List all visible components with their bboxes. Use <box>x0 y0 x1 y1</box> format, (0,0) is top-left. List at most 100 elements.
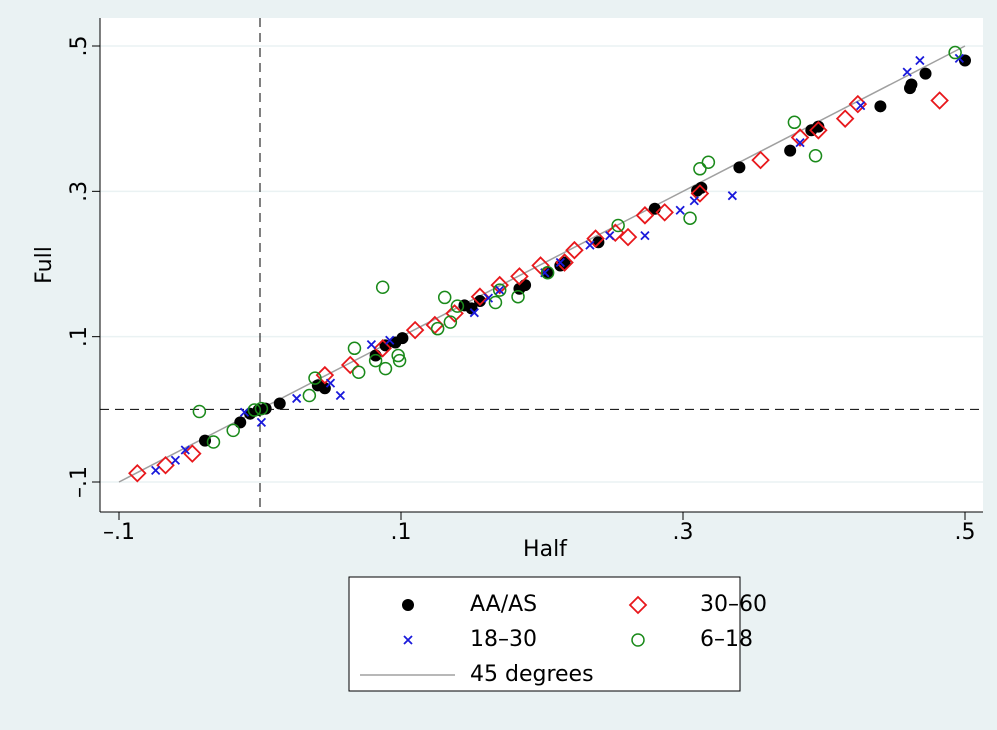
point <box>254 401 269 416</box>
point <box>585 240 595 250</box>
point <box>430 321 445 336</box>
point <box>902 67 912 77</box>
y-tick-label: .1 <box>67 326 92 347</box>
legend-label: 18–30 <box>470 627 537 652</box>
point <box>351 365 366 380</box>
point <box>618 227 638 247</box>
point <box>392 353 407 368</box>
point <box>565 240 584 260</box>
point <box>259 402 272 415</box>
point <box>959 54 971 67</box>
point <box>199 434 212 447</box>
point <box>683 211 697 225</box>
x-tick-label: .5 <box>955 520 976 545</box>
point <box>606 223 625 243</box>
point <box>450 299 465 313</box>
point <box>727 191 737 201</box>
point <box>226 423 240 438</box>
legend-marker <box>631 633 645 647</box>
x-axis-title: Half <box>523 537 568 562</box>
point <box>655 203 674 222</box>
point <box>156 456 175 475</box>
point <box>611 218 625 233</box>
point <box>368 353 383 368</box>
point <box>540 265 555 280</box>
point <box>790 128 810 147</box>
point <box>795 138 805 148</box>
point <box>558 256 571 269</box>
point <box>443 315 458 329</box>
point <box>954 53 964 63</box>
point <box>315 365 335 385</box>
point <box>492 283 507 297</box>
x-tick-label: .1 <box>391 520 412 545</box>
point <box>335 390 346 401</box>
point <box>675 205 685 215</box>
legend-label: 30–60 <box>700 592 767 617</box>
point <box>469 308 479 318</box>
point <box>239 407 250 417</box>
legend-label: AA/AS <box>470 592 537 617</box>
point <box>555 253 574 272</box>
point <box>483 293 494 303</box>
point <box>192 404 207 419</box>
point <box>347 341 362 356</box>
point <box>693 162 707 176</box>
point <box>292 393 302 404</box>
point <box>180 445 190 455</box>
point <box>495 285 505 295</box>
y-axis-title: Full <box>32 246 57 284</box>
point <box>128 464 147 483</box>
point <box>206 435 221 449</box>
point <box>247 403 262 417</box>
point <box>273 397 286 410</box>
point <box>812 120 825 133</box>
point <box>445 304 464 323</box>
point <box>640 231 650 241</box>
point <box>690 184 710 203</box>
point <box>787 115 802 130</box>
point <box>605 231 615 241</box>
legend <box>348 576 741 692</box>
x-tick-label: .3 <box>673 520 694 545</box>
point <box>915 55 925 66</box>
point <box>751 150 770 170</box>
point <box>930 91 949 110</box>
point <box>473 295 486 308</box>
legend-label: 45 degrees <box>470 662 594 687</box>
point <box>856 100 866 111</box>
legend-marker <box>402 599 414 611</box>
point <box>375 280 390 295</box>
point <box>784 144 797 157</box>
point <box>490 275 509 295</box>
point <box>170 455 181 465</box>
point <box>340 355 360 375</box>
point <box>234 416 247 429</box>
point <box>302 388 317 403</box>
point <box>531 256 550 275</box>
point <box>635 206 655 225</box>
point <box>425 315 445 335</box>
point <box>510 267 529 286</box>
point <box>555 257 565 268</box>
point <box>488 295 503 310</box>
point <box>325 378 336 388</box>
point <box>586 229 605 248</box>
point <box>848 94 868 114</box>
point <box>835 109 855 128</box>
point <box>689 196 699 206</box>
point <box>809 121 828 140</box>
point <box>373 339 392 358</box>
point <box>948 45 962 60</box>
point <box>511 289 525 304</box>
point <box>874 100 887 113</box>
y-tick-label: .3 <box>67 181 92 202</box>
point <box>808 148 823 163</box>
point <box>256 417 267 428</box>
point <box>385 335 395 345</box>
point <box>378 361 393 376</box>
point <box>519 279 532 292</box>
point <box>405 320 425 340</box>
point <box>701 155 716 170</box>
